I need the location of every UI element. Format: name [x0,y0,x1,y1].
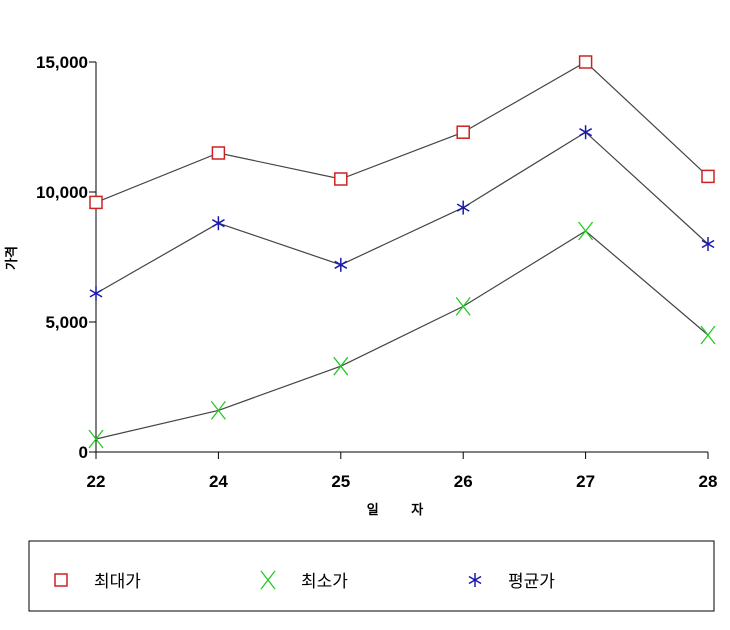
data-point-s1-25 [334,172,348,186]
x-tick-label: 27 [576,472,595,491]
y-tick-label: 10,000 [36,183,88,202]
data-point-s2-26 [455,297,471,316]
legend-item-2: 최소가 [260,570,348,592]
x-tick-label: 26 [454,472,473,491]
series-lines [95,61,709,440]
data-point-s2-24 [210,401,226,420]
x-ticks: 22 24 25 26 27 28 [87,452,718,491]
x-tick-label: 28 [699,472,718,491]
legend-label-3: 평균가 [508,572,555,592]
legend-label-2: 최소가 [301,572,348,592]
data-point-s3-25 [334,257,348,272]
series-markers [88,55,716,449]
series-line-3 [95,131,709,294]
legend-item-1: 최대가 [54,572,141,592]
series-line-1 [95,61,709,203]
data-point-s1-26 [456,125,470,139]
y-ticks: 0 5,000 10,000 15,000 [36,53,96,462]
axes [95,62,708,453]
data-point-s2-25 [333,356,349,376]
series-line-2 [95,230,709,440]
y-axis-title: 가격 [5,246,20,270]
legend-box [28,540,715,612]
legend-label-1: 최대가 [94,572,141,592]
legend-marker-1 [54,573,68,587]
data-point-s1-22 [89,195,103,210]
legend-item-3: 평균가 [468,572,555,592]
x-tick-label: 22 [87,472,106,491]
data-point-s2-27 [578,221,594,241]
data-point-s1-24 [211,146,226,160]
legend-marker-2 [260,570,276,590]
y-tick-label: 5,000 [45,313,88,332]
data-point-s2-28 [700,325,716,345]
y-tick-label: 0 [79,443,88,462]
data-point-s2-22 [88,429,104,449]
x-axis-title: 일 자 [367,503,437,518]
data-point-s1-27 [578,55,593,69]
data-point-s3-24 [211,216,225,231]
legend: 최대가 최소가 평균가 [54,570,555,592]
data-point-s1-28 [701,169,715,184]
x-tick-label: 24 [209,472,228,491]
data-point-s3-26 [456,200,470,215]
x-tick-label: 25 [331,472,350,491]
legend-marker-3 [468,573,482,587]
data-point-s3-22 [89,286,103,301]
data-point-s3-28 [701,237,715,251]
data-point-s3-27 [579,125,593,140]
y-tick-label: 15,000 [36,53,88,72]
